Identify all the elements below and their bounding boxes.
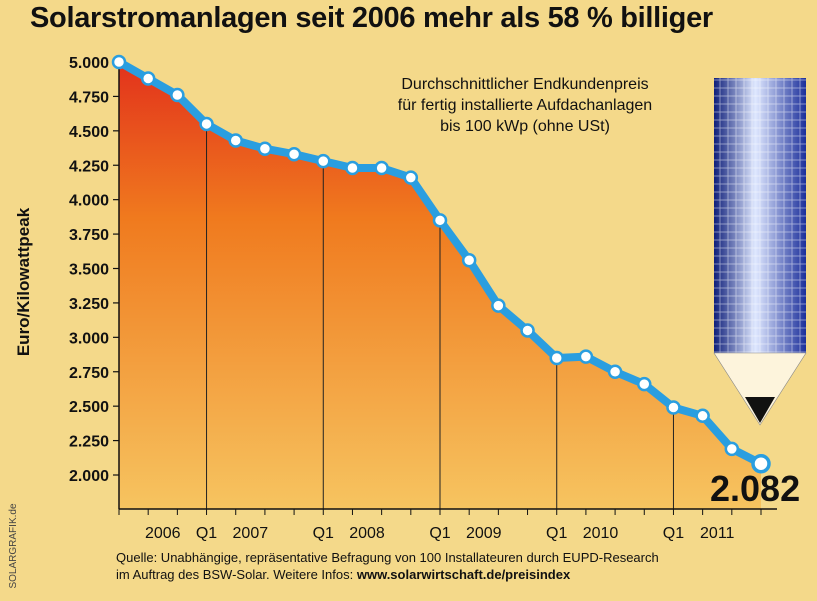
source-link[interactable]: www.solarwirtschaft.de/preisindex [356,567,571,582]
x-tick-label: 2006 [145,525,181,542]
x-tick-label: Q1 [313,525,334,542]
y-tick-label: 4.500 [69,124,109,141]
source-line-2: im Auftrag des BSW-Solar. Weitere Infos:… [116,566,659,583]
final-value-label: 2.082 [710,468,801,509]
source-line-1: Quelle: Unabhängige, repräsentative Befr… [116,550,659,565]
y-tick-label: 2.250 [69,434,109,451]
data-point [637,376,652,392]
x-tick-label: 2011 [700,525,735,542]
data-point [751,453,771,474]
x-tick-label: 2008 [349,525,385,542]
y-tick-label: 4.250 [69,158,109,175]
legend-line-2: für fertig installierte Aufdachanlagen [397,97,653,114]
data-point [170,87,185,103]
x-tick-label: 2007 [233,525,269,542]
solar-pencil-icon [713,78,807,426]
y-tick-label: 5.000 [69,55,109,72]
x-tick-label: Q1 [196,525,217,542]
data-point [374,160,389,176]
data-point [491,298,506,313]
legend-line-1: Durchschnittlicher Endkundenpreis [401,76,649,93]
data-point [345,160,360,176]
data-point [140,71,156,86]
data-point [724,441,740,457]
source-note: Quelle: Unabhängige, repräsentative Befr… [116,549,659,583]
y-tick-label: 4.750 [69,89,109,106]
data-point [228,133,243,148]
data-point [549,350,564,366]
data-point [257,141,273,156]
y-tick-label: 3.750 [69,227,109,244]
credit-label: SOLARGRAFIK.de [8,503,19,589]
source-line-2-prefix: im Auftrag des BSW-Solar. Weitere Infos: [116,567,357,582]
y-tick-label: 3.250 [69,296,109,313]
chart-legend: Durchschnittlicher Endkundenpreis für fe… [340,74,710,137]
x-tick-label: Q1 [429,525,450,542]
x-tick-label: 2010 [583,525,619,542]
y-tick-label: 3.000 [69,330,109,347]
data-point [520,323,535,338]
data-point [607,364,623,379]
data-point [666,400,681,415]
data-point [461,252,477,268]
data-point [199,116,214,132]
data-point [695,408,710,424]
chart-title: Solarstromanlagen seit 2006 mehr als 58 … [30,2,713,34]
x-tick-label: Q1 [546,525,567,542]
data-point [316,153,331,169]
data-point [403,170,419,185]
y-tick-label: 2.750 [69,365,109,382]
y-tick-label: 4.000 [69,193,109,210]
y-tick-label: 2.000 [69,468,109,485]
data-point [578,349,594,364]
x-tick-label: 2009 [466,525,502,542]
data-point [286,146,302,162]
legend-line-3: bis 100 kWp (ohne USt) [440,118,610,135]
y-axis-label: Euro/Kilowattpeak [14,207,33,357]
x-tick-label: Q1 [663,525,684,542]
y-tick-label: 2.500 [69,399,109,416]
y-tick-label: 3.500 [69,262,109,279]
data-point [432,213,448,228]
data-point [111,54,127,70]
